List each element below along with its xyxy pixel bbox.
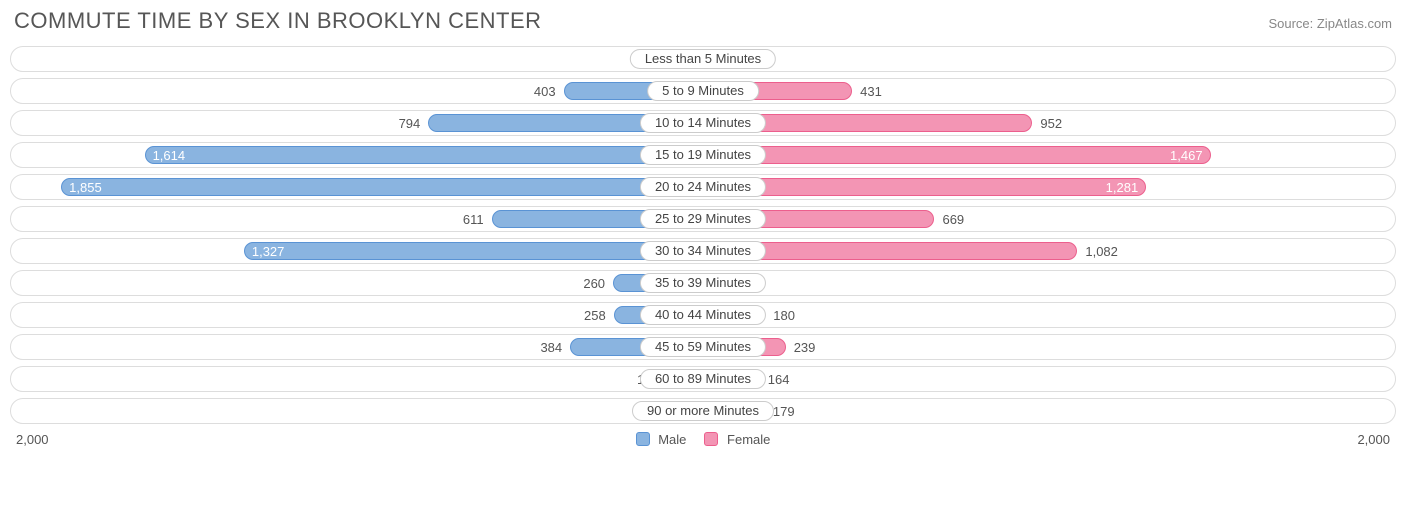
legend-item-male: Male (636, 432, 687, 447)
chart-row: 1,614 1,467 15 to 19 Minutes (10, 142, 1396, 168)
chart-row: 794 952 10 to 14 Minutes (10, 110, 1396, 136)
value-male: 611 (463, 207, 484, 233)
chart-row: 384 239 45 to 59 Minutes (10, 334, 1396, 360)
legend-label-female: Female (727, 432, 770, 447)
category-label: 30 to 34 Minutes (640, 241, 766, 261)
value-male: 384 (540, 335, 562, 361)
value-female: 164 (768, 367, 790, 393)
value-female: 179 (773, 399, 795, 425)
swatch-male-icon (636, 432, 650, 446)
value-female: 180 (773, 303, 795, 329)
legend-label-male: Male (658, 432, 686, 447)
value-male: 258 (584, 303, 606, 329)
category-label: 60 to 89 Minutes (640, 369, 766, 389)
chart-row: 1,855 1,281 20 to 24 Minutes (10, 174, 1396, 200)
category-label: 90 or more Minutes (632, 401, 774, 421)
category-label: 5 to 9 Minutes (647, 81, 759, 101)
chart-row: 10516460 to 89 Minutes (10, 366, 1396, 392)
category-label: 35 to 39 Minutes (640, 273, 766, 293)
chart-row: 7217990 or more Minutes (10, 398, 1396, 424)
category-label: 25 to 29 Minutes (640, 209, 766, 229)
value-male: 260 (583, 271, 605, 297)
value-female: 669 (942, 207, 964, 233)
chart-row: 1,327 1,082 30 to 34 Minutes (10, 238, 1396, 264)
bar-female (703, 146, 1211, 164)
value-male: 794 (399, 111, 421, 137)
bar-male (244, 242, 703, 260)
value-male: 403 (534, 79, 556, 105)
value-male: 1,855 (69, 175, 102, 201)
axis-max-right: 2,000 (1357, 432, 1390, 447)
legend-item-female: Female (704, 432, 770, 447)
chart-row: 2609835 to 39 Minutes (10, 270, 1396, 296)
category-label: 45 to 59 Minutes (640, 337, 766, 357)
category-label: 15 to 19 Minutes (640, 145, 766, 165)
bar-male (145, 146, 703, 164)
category-label: 40 to 44 Minutes (640, 305, 766, 325)
bar-female (703, 178, 1146, 196)
chart-row: 258 180 40 to 44 Minutes (10, 302, 1396, 328)
value-male: 1,327 (252, 239, 285, 265)
value-female: 431 (860, 79, 882, 105)
diverging-bar-chart: 48123Less than 5 Minutes 403 431 5 to 9 Min… (10, 46, 1396, 424)
category-label: 20 to 24 Minutes (640, 177, 766, 197)
value-female: 1,467 (1170, 143, 1203, 169)
value-female: 1,082 (1085, 239, 1118, 265)
bar-male (61, 178, 703, 196)
value-female: 239 (794, 335, 816, 361)
chart-row: 48123Less than 5 Minutes (10, 46, 1396, 72)
legend: Male Female (49, 432, 1358, 447)
value-female: 952 (1040, 111, 1062, 137)
chart-title: Commute Time By Sex in Brooklyn Center (14, 8, 542, 34)
chart-row: 403 431 5 to 9 Minutes (10, 78, 1396, 104)
chart-source: Source: ZipAtlas.com (1268, 16, 1392, 31)
chart-row: 611 669 25 to 29 Minutes (10, 206, 1396, 232)
axis-max-left: 2,000 (16, 432, 49, 447)
swatch-female-icon (704, 432, 718, 446)
category-label: Less than 5 Minutes (630, 49, 776, 69)
category-label: 10 to 14 Minutes (640, 113, 766, 133)
value-male: 1,614 (153, 143, 186, 169)
value-female: 1,281 (1106, 175, 1139, 201)
